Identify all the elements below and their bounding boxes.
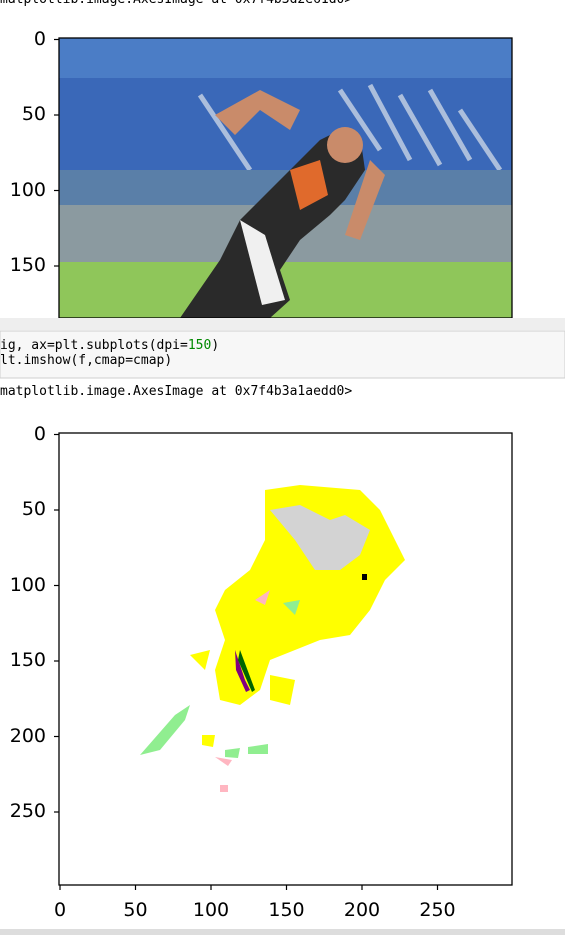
scrollbar bbox=[0, 929, 565, 935]
tick-label: 50 bbox=[21, 498, 46, 520]
code-number: 150 bbox=[187, 338, 212, 353]
output-text: matplotlib.image.AxesImage at 0x7f4b3d2e… bbox=[0, 0, 352, 7]
tick-label: 50 bbox=[21, 103, 46, 125]
code-cell bbox=[0, 330, 565, 379]
tick-label: 0 bbox=[33, 422, 46, 445]
tick-label: 50 bbox=[123, 899, 148, 921]
tick-label: 100 bbox=[192, 899, 230, 921]
code-text: lt.imshow(f,cmap=cmap) bbox=[0, 353, 173, 368]
tick-label: 150 bbox=[9, 649, 46, 671]
tick-label: 0 bbox=[53, 899, 67, 921]
tick-label: 150 bbox=[9, 254, 46, 276]
cell-gap bbox=[0, 318, 565, 330]
tick-label: 0 bbox=[33, 27, 46, 50]
segmentation bbox=[140, 485, 405, 792]
axes-frame bbox=[58, 432, 513, 886]
tick-label: 100 bbox=[9, 178, 46, 201]
code-text: ig, ax=plt.subplots(dpi= bbox=[0, 338, 188, 353]
tick-label: 200 bbox=[9, 724, 46, 747]
tick-label: 150 bbox=[268, 899, 305, 921]
photo bbox=[59, 38, 512, 318]
code-line: lt.imshow(f,cmap=cmap) bbox=[0, 353, 172, 368]
tick-label: 250 bbox=[9, 800, 46, 822]
code-text: ) bbox=[211, 338, 220, 353]
tick-label: 100 bbox=[9, 573, 46, 596]
code-line: ig, ax=plt.subplots(dpi=150) bbox=[0, 338, 219, 353]
tick-label: 200 bbox=[343, 899, 381, 921]
tick-label: 250 bbox=[419, 899, 456, 921]
output-text: matplotlib.image.AxesImage at 0x7f4b3a1a… bbox=[0, 384, 353, 399]
